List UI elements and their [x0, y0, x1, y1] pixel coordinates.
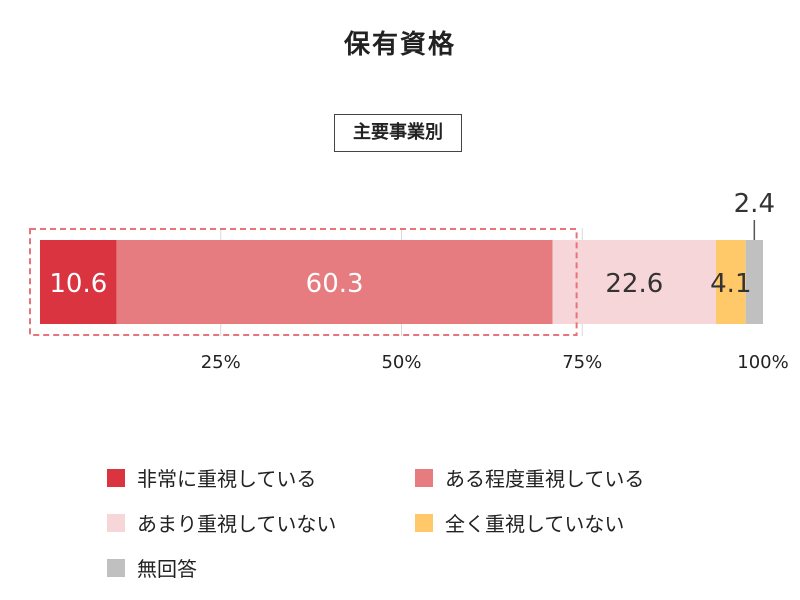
bar-segment-5: [745, 240, 763, 324]
data-label-3: 22.6: [605, 269, 663, 299]
highlight-box: [29, 228, 578, 336]
data-label-5: 2.4: [734, 189, 775, 219]
data-label-2: 60.3: [306, 269, 364, 299]
data-label-4: 4.1: [710, 269, 751, 299]
tick-label-100: 100%: [737, 352, 788, 373]
bar-segment-2: [116, 240, 553, 324]
chart-subtitle-box: 主要事業別: [334, 114, 462, 152]
bar-segment-1: [40, 240, 117, 324]
tick-label-75: 75%: [562, 352, 602, 373]
tick-label-25: 25%: [201, 352, 241, 373]
chart-title: 保有資格: [343, 30, 456, 60]
bar-segment-4: [716, 240, 746, 324]
bar-segment-3: [552, 240, 717, 324]
tick-label-50: 50%: [381, 352, 421, 373]
data-label-1: 10.6: [49, 269, 107, 299]
